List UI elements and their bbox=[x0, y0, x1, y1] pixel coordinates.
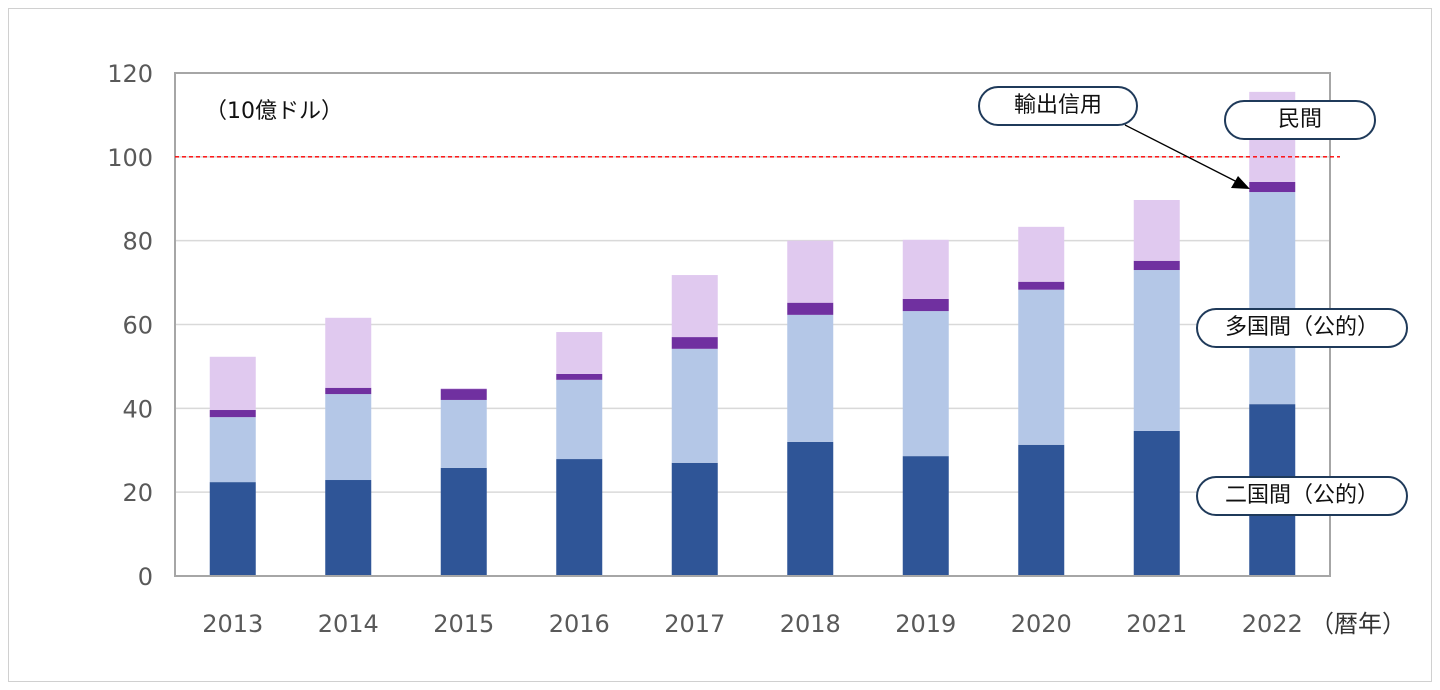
annotation-private: 民間 bbox=[1224, 100, 1376, 140]
bar-segment bbox=[556, 459, 603, 576]
annotation-arrow bbox=[1124, 124, 1246, 187]
bar-segment bbox=[325, 387, 372, 395]
bar-segment bbox=[902, 456, 949, 576]
annotation-export-credit: 輸出信用 bbox=[978, 86, 1138, 126]
y-tick-label: 40 bbox=[122, 395, 153, 423]
x-tick-label: 2016 bbox=[549, 610, 610, 638]
x-tick-label: 2014 bbox=[318, 610, 379, 638]
bar-segment bbox=[209, 356, 256, 411]
arrowhead-icon bbox=[1231, 176, 1250, 189]
bar-segment bbox=[787, 240, 834, 303]
bar-segment bbox=[440, 467, 487, 576]
bar-segment bbox=[325, 394, 372, 481]
bar-segment bbox=[440, 389, 487, 400]
x-tick-label: 2022 bbox=[1242, 610, 1303, 638]
bar-segment bbox=[556, 379, 603, 460]
y-tick-label: 20 bbox=[122, 479, 153, 507]
bar-segment bbox=[209, 410, 256, 418]
bar-segment bbox=[209, 417, 256, 483]
bar-segment bbox=[902, 311, 949, 457]
bar-segment bbox=[902, 239, 949, 299]
bar-segment bbox=[1018, 444, 1065, 576]
bar-segment bbox=[325, 317, 372, 388]
bar-segment bbox=[1133, 270, 1180, 431]
chart-frame bbox=[8, 8, 1432, 682]
bar-segment bbox=[440, 388, 487, 390]
bar-segment bbox=[671, 462, 718, 576]
bar-segment bbox=[671, 337, 718, 349]
bar-segment bbox=[787, 302, 834, 315]
x-tick-label: 2019 bbox=[895, 610, 956, 638]
bar-segment bbox=[671, 275, 718, 338]
bar-segment bbox=[556, 332, 603, 374]
x-tick-label: 2020 bbox=[1011, 610, 1072, 638]
bar-segment bbox=[1018, 289, 1065, 445]
bar-segment bbox=[556, 373, 603, 380]
bar-segment bbox=[1249, 192, 1296, 405]
bar-segment bbox=[440, 399, 487, 468]
annotation-multilateral: 多国間（公的） bbox=[1196, 308, 1408, 348]
bar-segment bbox=[209, 482, 256, 576]
x-tick-label: 2021 bbox=[1126, 610, 1187, 638]
x-tick-label: 2013 bbox=[202, 610, 263, 638]
y-tick-label: 0 bbox=[138, 563, 153, 591]
bar-segment bbox=[1133, 200, 1180, 261]
annotation-bilateral: 二国間（公的） bbox=[1196, 476, 1408, 516]
bar-segment bbox=[902, 298, 949, 312]
x-tick-label: 2017 bbox=[664, 610, 725, 638]
bar-segment bbox=[671, 348, 718, 463]
x-axis-label: （暦年） bbox=[1310, 610, 1406, 638]
y-tick-label: 60 bbox=[122, 312, 153, 340]
bar-segment bbox=[1018, 281, 1065, 290]
bar-segment bbox=[1133, 430, 1180, 576]
x-tick-label: 2018 bbox=[780, 610, 841, 638]
bar-segment bbox=[1133, 260, 1180, 271]
unit-label: （10億ドル） bbox=[205, 99, 343, 124]
bar-segment bbox=[787, 441, 834, 576]
y-tick-label: 120 bbox=[107, 60, 153, 88]
bar-segment bbox=[325, 480, 372, 576]
y-tick-label: 100 bbox=[107, 144, 153, 172]
bar-segment bbox=[787, 314, 834, 442]
x-tick-label: 2015 bbox=[433, 610, 494, 638]
y-tick-label: 80 bbox=[122, 228, 153, 256]
bar-segment bbox=[1249, 181, 1296, 193]
bar-segment bbox=[1018, 226, 1065, 282]
